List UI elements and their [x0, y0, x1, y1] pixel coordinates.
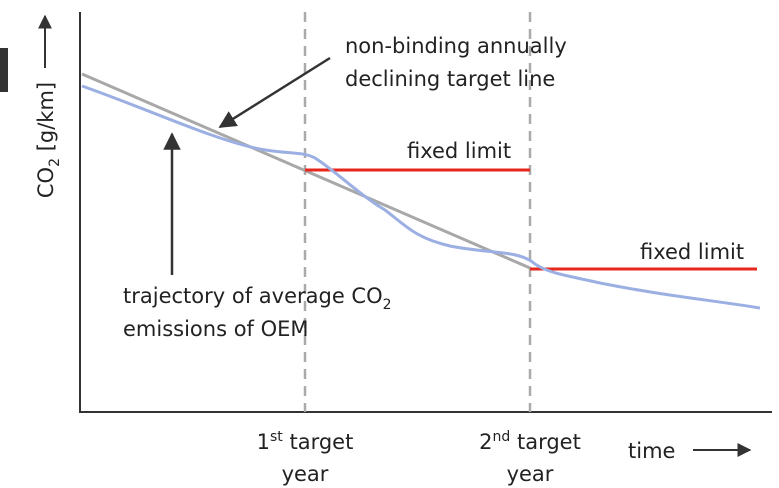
annotation: trajectory of average CO2 — [123, 284, 392, 313]
label-part: [g/km] — [34, 82, 58, 158]
label-sup: nd — [493, 429, 511, 445]
x-axis-label: time — [628, 439, 675, 463]
annotation: fixed limit — [407, 139, 511, 163]
label-sub: 2 — [47, 158, 63, 167]
arrow — [218, 56, 331, 129]
y-axis-label: CO2 [g/km] — [34, 82, 63, 198]
annotation: non-binding annually — [345, 34, 567, 58]
label-part: trajectory of average CO — [123, 284, 383, 308]
trajectory — [81, 84, 761, 310]
label-sup: st — [270, 429, 283, 445]
edge-artifact — [0, 48, 8, 92]
label-sub: 2 — [383, 297, 392, 313]
x-label: year — [507, 462, 554, 486]
label-part: target — [510, 430, 581, 454]
annotation: emissions of OEM — [123, 317, 309, 341]
label-part: 2 — [479, 430, 492, 454]
label-part: 1 — [257, 430, 270, 454]
label-part: target — [283, 430, 354, 454]
x-label: 2nd target — [479, 429, 581, 454]
x-label: 1st target — [257, 429, 354, 454]
x-label: year — [282, 462, 329, 486]
label-part: CO — [34, 167, 58, 198]
annotation: fixed limit — [640, 240, 744, 264]
annotation: declining target line — [345, 67, 555, 91]
